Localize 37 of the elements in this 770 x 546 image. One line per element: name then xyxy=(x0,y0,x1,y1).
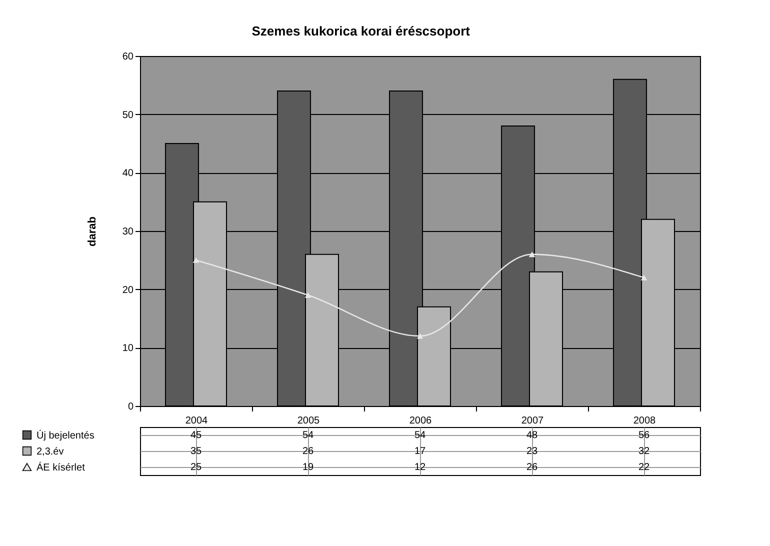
data-label: 45 xyxy=(190,430,202,441)
data-label: 22 xyxy=(638,462,650,473)
chart-title: Szemes kukorica korai éréscsoport xyxy=(252,24,471,38)
y-tick-label: 10 xyxy=(122,343,134,354)
point xyxy=(192,257,200,263)
data-label: 19 xyxy=(302,462,314,473)
x-tick-label: 2004 xyxy=(185,416,208,426)
legend-label: 2,3.év xyxy=(36,446,64,458)
y-tick-label: 0 xyxy=(128,402,134,412)
x-tick-label: 2006 xyxy=(409,416,432,426)
x-tick-label: 2008 xyxy=(633,416,656,426)
data-label: 26 xyxy=(302,446,314,457)
y-tick-label: 60 xyxy=(122,52,134,62)
y-tick-label: 30 xyxy=(122,226,134,238)
data-label: 56 xyxy=(638,430,650,441)
data-label: 25 xyxy=(190,462,202,473)
y-tick-label: 40 xyxy=(122,168,134,180)
data-label: 23 xyxy=(526,446,538,457)
data-label: 32 xyxy=(638,446,650,457)
x-tick-label: 2007 xyxy=(521,416,544,426)
y-axis-title: darab xyxy=(86,216,98,246)
point xyxy=(528,252,536,258)
y-tick-label: 20 xyxy=(122,284,134,296)
point xyxy=(416,333,424,339)
point xyxy=(304,292,312,298)
data-label: 35 xyxy=(190,446,202,457)
data-label: 54 xyxy=(414,430,426,441)
data-label: 12 xyxy=(414,462,426,473)
legend-label: ÁE kísérlet xyxy=(36,462,86,474)
y-tick-label: 50 xyxy=(122,110,134,121)
data-label: 48 xyxy=(526,430,538,441)
x-tick-label: 2005 xyxy=(297,416,320,426)
data-label: 17 xyxy=(414,446,426,457)
point xyxy=(640,274,648,280)
data-label: 26 xyxy=(526,462,538,473)
data-label: 54 xyxy=(302,430,314,441)
legend-label: Új bejelentés xyxy=(36,430,94,442)
